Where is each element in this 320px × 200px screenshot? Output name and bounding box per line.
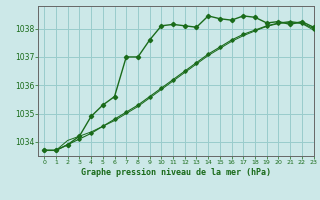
X-axis label: Graphe pression niveau de la mer (hPa): Graphe pression niveau de la mer (hPa) (81, 168, 271, 177)
